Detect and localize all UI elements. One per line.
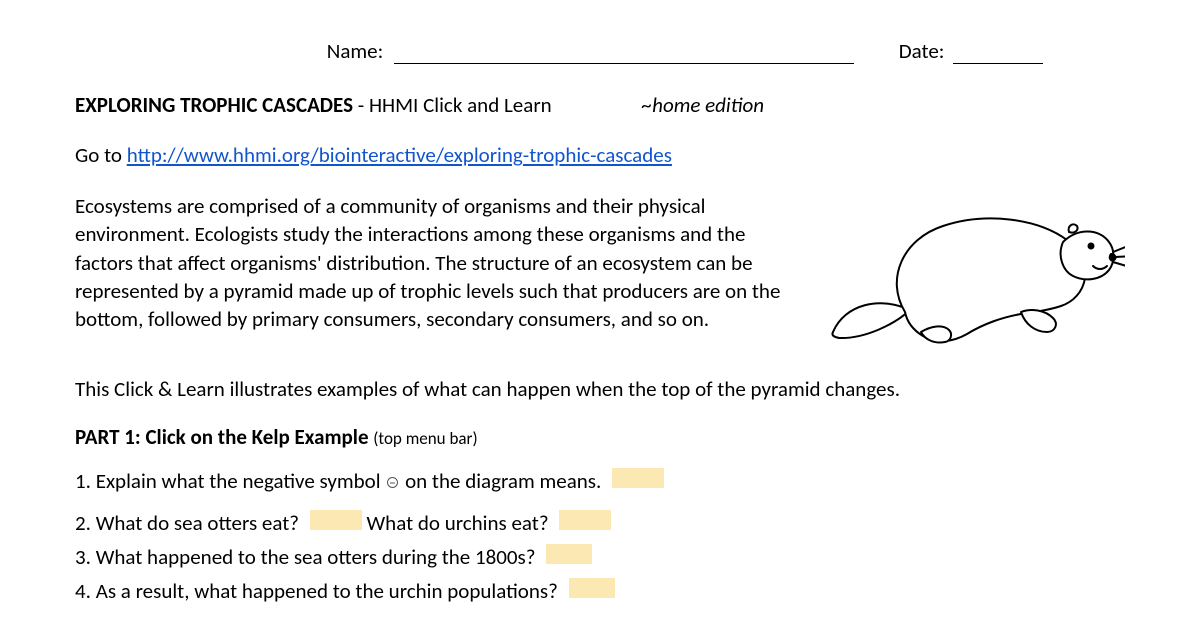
q4-text: 4. As a result, what happened to the urc… [75,578,563,604]
q2-text-b: What do urchins eat? [362,510,554,536]
answer-blank[interactable] [569,578,615,598]
question-3: 3. What happened to the sea otters durin… [75,544,1125,570]
otter-illustration [825,184,1125,354]
description-line: This Click & Learn illustrates examples … [75,376,1125,402]
title-sep: - [353,92,369,118]
worksheet-page: Name: Date: EXPLORING TROPHIC CASCADES -… [0,0,1200,604]
intro-row: Ecosystems are comprised of a community … [75,192,1125,354]
answer-blank[interactable] [559,510,611,530]
date-blank-line[interactable] [953,63,1043,64]
header-fields: Name: Date: [245,38,1125,64]
negative-symbol-icon [387,477,398,488]
part1-title: Click on the Kelp Example [145,424,373,450]
answer-blank[interactable] [310,510,362,530]
goto-line: Go to http://www.hhmi.org/biointeractive… [75,142,1125,168]
otter-icon [825,184,1125,349]
part1-heading: PART 1: Click on the Kelp Example (top m… [75,424,1125,450]
title-edition: ~home edition [642,92,764,118]
resource-link[interactable]: http://www.hhmi.org/biointeractive/explo… [127,142,672,168]
part1-label: PART 1: [75,424,145,450]
name-label: Name: [327,38,383,64]
intro-paragraph: Ecosystems are comprised of a community … [75,192,807,334]
title-main: EXPLORING TROPHIC CASCADES [75,92,353,118]
q2-text-a: 2. What do sea otters eat? [75,510,304,536]
goto-prefix: Go to [75,142,127,168]
title-subtitle: HHMI Click and Learn [369,92,552,118]
q3-text: 3. What happened to the sea otters durin… [75,544,540,570]
date-label: Date: [899,38,945,64]
question-4: 4. As a result, what happened to the urc… [75,578,1125,604]
document-title: EXPLORING TROPHIC CASCADES - HHMI Click … [75,92,1125,118]
question-2: 2. What do sea otters eat? What do urchi… [75,510,1125,536]
q1-text-a: 1. Explain what the negative symbol [75,468,385,494]
answer-blank[interactable] [546,544,592,564]
part1-note: (top menu bar) [373,428,477,449]
answer-blank[interactable] [612,468,664,488]
q1-text-b: on the diagram means. [400,468,606,494]
question-1: 1. Explain what the negative symbol on t… [75,468,1125,494]
name-blank-line[interactable] [394,63,854,64]
